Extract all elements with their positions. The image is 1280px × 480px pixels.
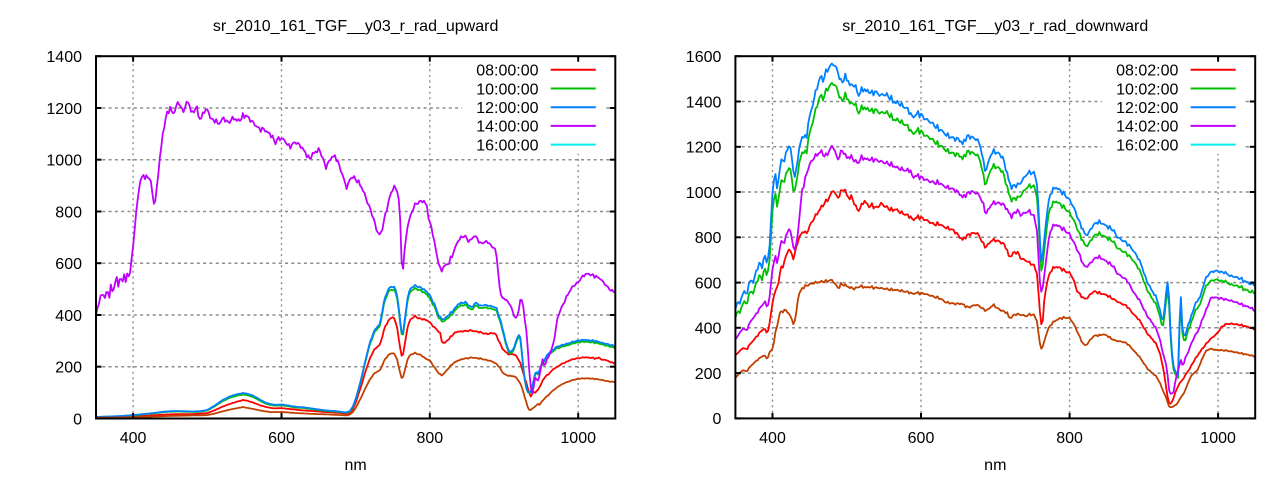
svg-text:1000: 1000 xyxy=(46,153,82,170)
svg-text:14:02:00: 14:02:00 xyxy=(1116,119,1178,136)
svg-text:sr_2010_161_TGF__y03_r_rad_dow: sr_2010_161_TGF__y03_r_rad_downward xyxy=(842,18,1148,35)
svg-text:16:02:00: 16:02:00 xyxy=(1116,137,1178,154)
svg-text:sr_2010_161_TGF__y03_r_rad_upw: sr_2010_161_TGF__y03_r_rad_upward xyxy=(213,18,499,35)
svg-text:nm: nm xyxy=(344,457,366,474)
svg-text:10:00:00: 10:00:00 xyxy=(476,81,538,98)
svg-text:12:02:00: 12:02:00 xyxy=(1116,100,1178,117)
svg-text:600: 600 xyxy=(268,430,295,447)
svg-text:08:02:00: 08:02:00 xyxy=(1116,63,1178,80)
svg-text:600: 600 xyxy=(55,256,82,273)
svg-text:400: 400 xyxy=(695,321,722,338)
svg-text:800: 800 xyxy=(695,230,722,247)
svg-text:0: 0 xyxy=(73,411,82,428)
svg-text:800: 800 xyxy=(1056,430,1083,447)
svg-text:1000: 1000 xyxy=(1200,430,1236,447)
svg-text:16:00:00: 16:00:00 xyxy=(476,137,538,154)
svg-text:400: 400 xyxy=(120,430,147,447)
svg-text:nm: nm xyxy=(984,457,1006,474)
svg-text:800: 800 xyxy=(55,204,82,221)
svg-text:08:00:00: 08:00:00 xyxy=(476,63,538,80)
svg-text:0: 0 xyxy=(712,411,721,428)
svg-text:400: 400 xyxy=(55,308,82,325)
svg-text:1200: 1200 xyxy=(686,140,722,157)
svg-text:600: 600 xyxy=(695,275,722,292)
svg-text:800: 800 xyxy=(416,430,443,447)
svg-text:1400: 1400 xyxy=(686,94,722,111)
svg-text:1000: 1000 xyxy=(686,185,722,202)
svg-text:200: 200 xyxy=(695,366,722,383)
svg-text:12:00:00: 12:00:00 xyxy=(476,100,538,117)
svg-text:1400: 1400 xyxy=(46,49,82,66)
svg-text:1000: 1000 xyxy=(560,430,596,447)
svg-text:400: 400 xyxy=(759,430,786,447)
svg-text:1200: 1200 xyxy=(46,101,82,118)
svg-text:200: 200 xyxy=(55,360,82,377)
svg-text:14:00:00: 14:00:00 xyxy=(476,119,538,136)
svg-text:10:02:00: 10:02:00 xyxy=(1116,81,1178,98)
svg-text:600: 600 xyxy=(908,430,935,447)
svg-text:1600: 1600 xyxy=(686,49,722,66)
